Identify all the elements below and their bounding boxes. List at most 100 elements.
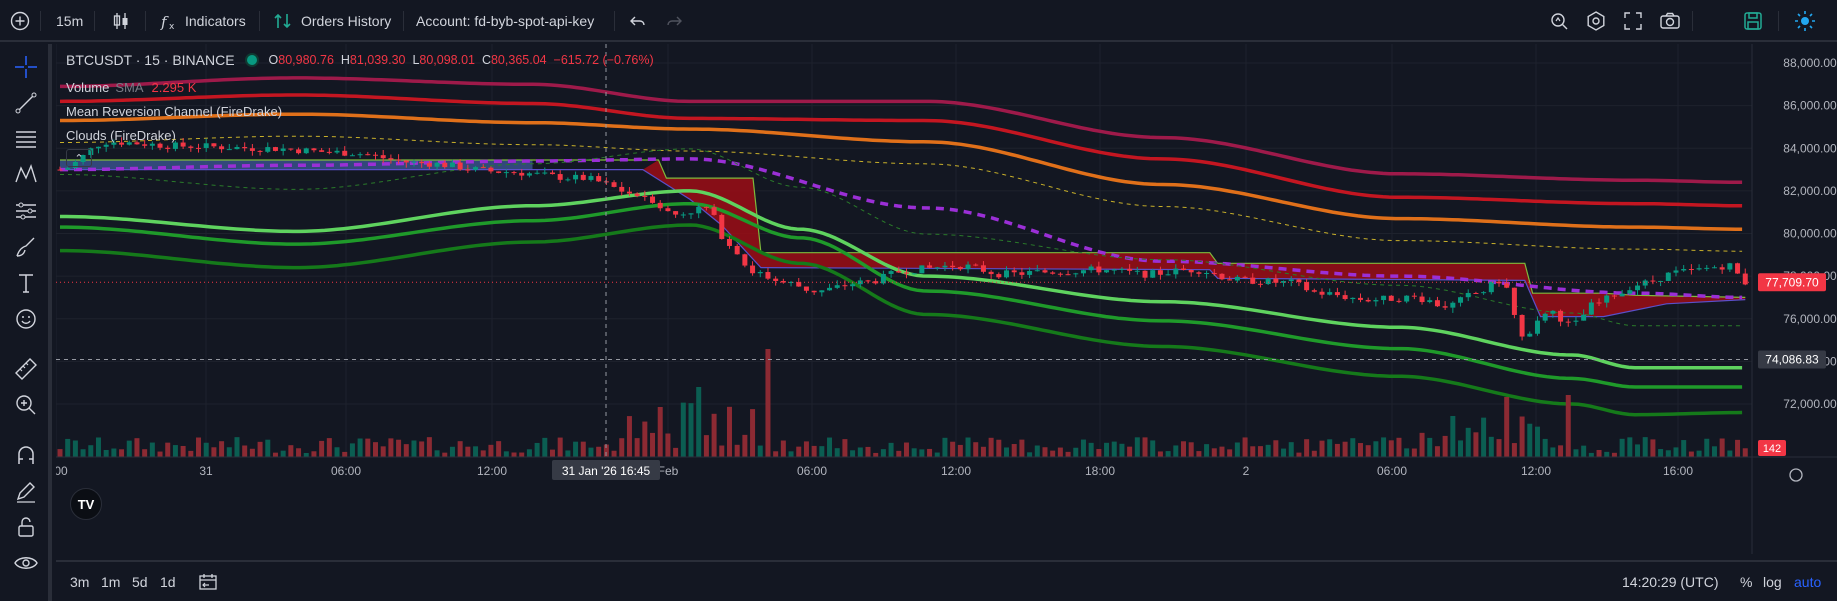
candle-body [126,142,132,145]
pattern-icon[interactable] [13,162,39,188]
candle-body [1011,270,1017,273]
candles-chart-type-icon[interactable] [109,9,133,33]
chart-settings-gear-icon[interactable] [1789,468,1803,482]
volume-bar [342,451,348,457]
volume-bar [711,413,717,457]
candle-body [1550,310,1556,314]
auto-scale-toggle[interactable]: auto [1794,573,1822,590]
stay-in-drawing-mode-icon[interactable] [13,478,39,504]
crosshair-cursor-icon[interactable] [13,54,39,80]
redo-icon[interactable] [662,9,686,33]
volume-bar [1488,436,1494,457]
quick-search-icon[interactable] [1547,9,1571,33]
candle-body [765,272,771,279]
price-axis-tick: 88,000.00 [1783,56,1837,70]
emoji-icon[interactable] [13,306,39,332]
chart-pane[interactable]: 88,000.00 86,000.00 84,000.00 82,000.00 80,0… [56,44,1837,554]
candle-body [1204,273,1210,275]
crosshair-price-tag [1758,350,1826,369]
fib-retracement-icon[interactable] [13,126,39,152]
volume-bar [411,440,417,457]
volume-bar [1381,437,1387,457]
interval-button[interactable]: 15m [56,13,84,29]
orders-history-icon[interactable] [271,9,295,33]
trend-line-icon[interactable] [13,90,39,116]
volume-bar [1373,441,1379,457]
volume-bar [803,441,809,457]
settings-gear-icon[interactable] [1584,9,1608,33]
fullscreen-icon[interactable] [1621,9,1645,33]
last-price-tag[interactable] [1758,273,1826,292]
theme-sun-icon[interactable] [1793,9,1817,33]
volume-bar [480,450,486,457]
brush-icon[interactable] [13,234,39,260]
hide-drawings-eye-icon[interactable] [13,550,39,576]
add-symbol-icon[interactable] [8,9,32,33]
candle-body [95,146,101,149]
volume-bar [842,439,848,457]
undo-icon[interactable] [626,9,650,33]
lock-icon[interactable] [13,514,39,540]
volume-bar [1227,449,1233,457]
candle-body [1404,295,1410,302]
market-status-dot[interactable] [246,55,257,65]
clouds-indicator-label[interactable]: Clouds (FireDrake) [66,127,176,143]
volume-bar [473,446,479,457]
volume-bar [857,447,863,457]
ruler-icon[interactable] [13,356,39,382]
time-axis-tick: 18:00 [1085,464,1115,478]
candle-body [1642,280,1648,286]
volume-bar [588,447,594,457]
volume-bar [1396,437,1402,457]
tradingview-logo-icon[interactable]: TV [70,488,102,520]
symbol-title[interactable]: BTCUSDT · 15 · BINANCE [66,52,235,68]
range-1m-button[interactable]: 1m [101,573,121,590]
text-tool-icon[interactable] [13,270,39,296]
account-selector[interactable]: Account: fd-byb-spot-api-key [416,13,595,29]
volume-bar [965,437,971,457]
volume-bar [927,448,933,457]
go-to-date-icon[interactable] [197,562,219,601]
candle-body [680,214,686,216]
volume-bar [1511,443,1517,457]
collapse-legend-chevron-up-icon[interactable]: ⌃ [66,149,92,167]
candle-body [1735,263,1741,274]
indicators-button[interactable]: Indicators [185,13,246,29]
volume-bar [1165,451,1171,457]
camera-snapshot-icon[interactable] [1658,9,1682,33]
volume-bar [1150,440,1156,457]
volume-bar [57,449,63,457]
candle-body [419,161,425,164]
magnet-icon[interactable] [13,442,39,468]
orders-history-button[interactable]: Orders History [301,13,392,29]
candle-body [1080,270,1086,274]
range-5d-button[interactable]: 5d [132,573,148,590]
forecasting-icon[interactable] [13,198,39,224]
candle-body [249,148,255,151]
volume-bar [973,442,979,457]
volume-indicator-label[interactable]: Volume SMA 2.295 K [66,79,197,95]
candle-body [619,186,625,192]
log-scale-toggle[interactable]: log [1763,573,1782,590]
candle-body [1211,273,1217,275]
save-layout-icon[interactable] [1741,9,1765,33]
band-lower-2 [60,201,1743,389]
volume-bar [1665,450,1671,457]
candle-body [1088,266,1094,271]
utc-clock[interactable]: 14:20:29 (UTC) [1622,573,1719,590]
volume-bar [1111,441,1117,457]
mean-reversion-indicator-label[interactable]: Mean Reversion Channel (FireDrake) [66,103,283,119]
volume-bar [1688,451,1694,457]
candle-body [511,172,517,174]
candle-body [373,154,379,156]
range-1d-button[interactable]: 1d [160,573,176,590]
price-chart-canvas[interactable]: 88,000.00 86,000.00 84,000.00 82,000.00 80,0… [56,44,1837,554]
zoom-in-icon[interactable] [13,392,39,418]
candle-body [827,287,833,291]
candle-body [119,142,125,145]
range-3m-button[interactable]: 3m [70,573,90,590]
percent-scale-toggle[interactable]: % [1740,573,1753,590]
candle-body [234,147,240,150]
volume-bar [165,442,171,457]
